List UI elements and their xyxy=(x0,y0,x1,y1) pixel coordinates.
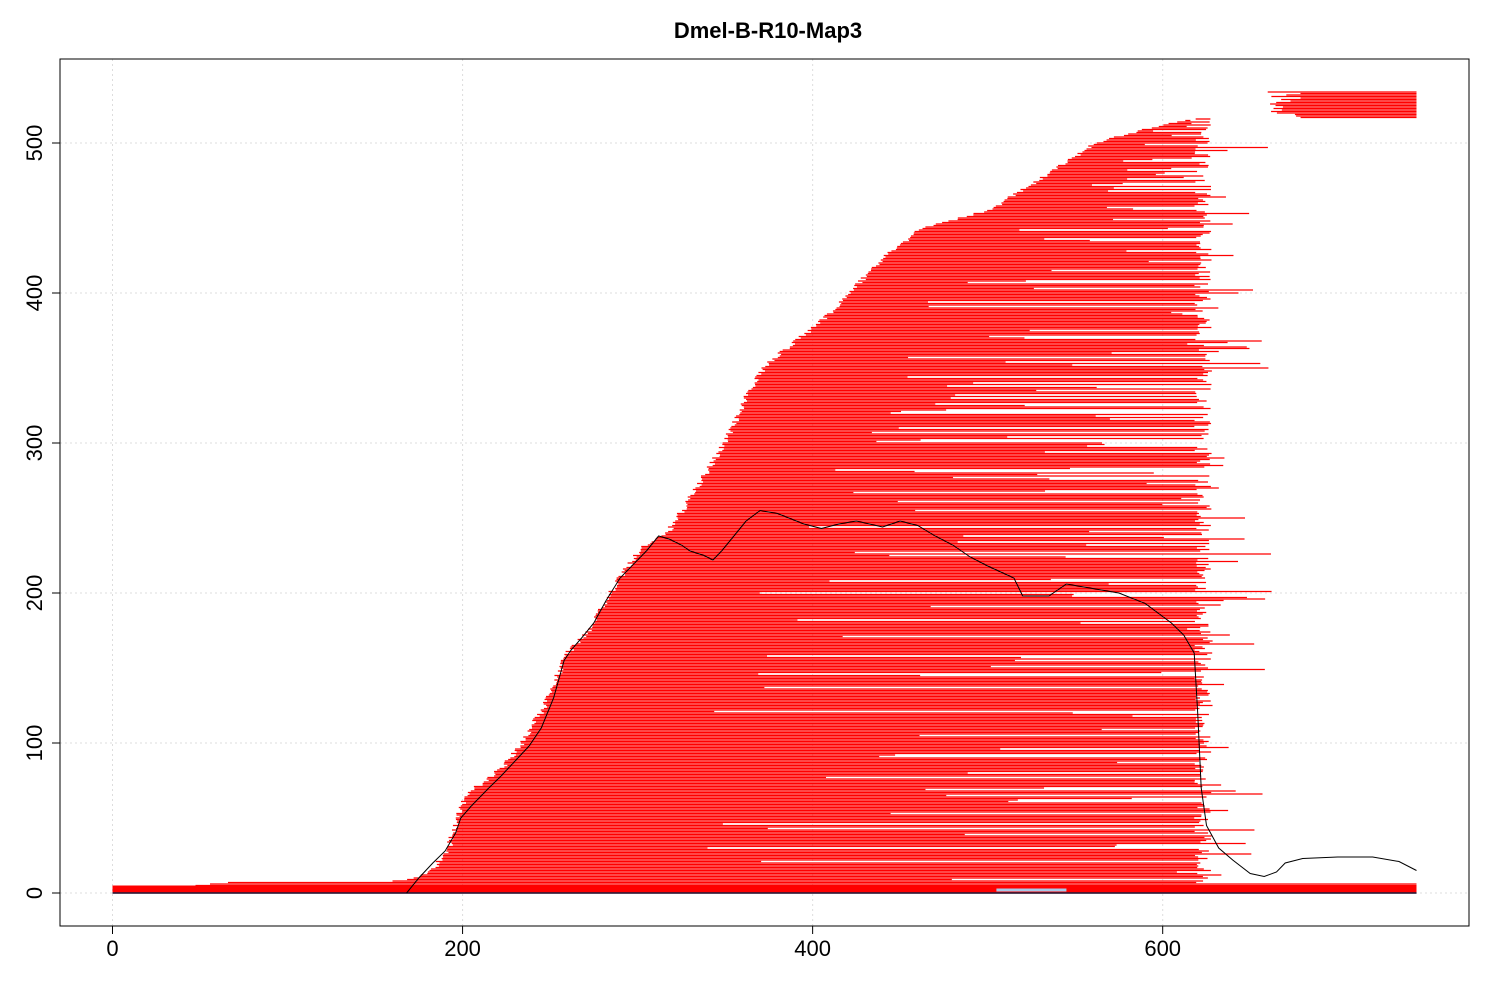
y-tick-label: 300 xyxy=(22,425,47,462)
x-axis: 0 200 400 600 xyxy=(106,926,1181,961)
coverage-line xyxy=(406,509,1417,894)
baseline-band xyxy=(112,885,1417,893)
x-tick-label: 600 xyxy=(1144,936,1181,961)
read-segments xyxy=(112,91,1417,894)
coverage-series xyxy=(406,509,1417,894)
plot-frame xyxy=(59,58,1470,927)
y-tick-label: 500 xyxy=(22,125,47,162)
x-tick-label: 200 xyxy=(444,936,481,961)
y-tick-label: 100 xyxy=(22,725,47,762)
chart-title: Dmel-B-R10-Map3 xyxy=(674,18,862,43)
y-tick-label: 400 xyxy=(22,275,47,312)
x-tick-label: 400 xyxy=(794,936,831,961)
y-tick-label: 0 xyxy=(22,887,47,899)
x-tick-label: 0 xyxy=(106,936,118,961)
y-tick-label: 200 xyxy=(22,575,47,612)
y-axis: 0 100 200 300 400 500 xyxy=(22,125,60,899)
